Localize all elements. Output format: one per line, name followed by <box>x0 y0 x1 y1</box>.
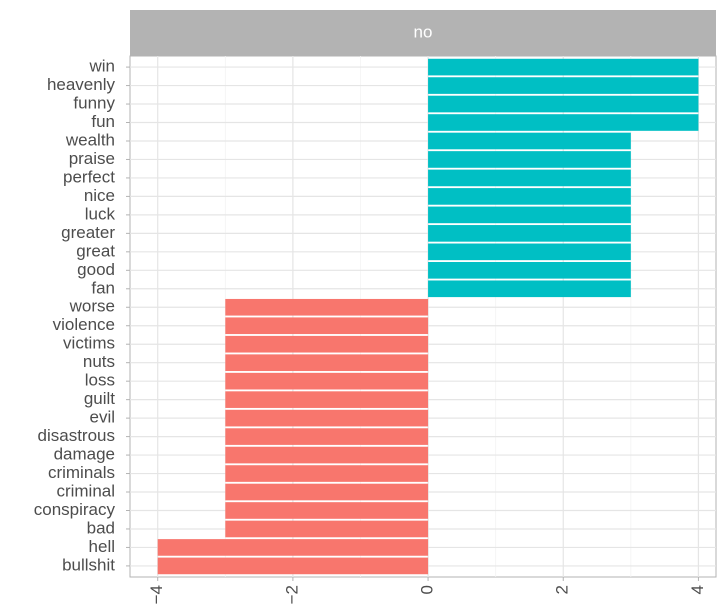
bar <box>225 372 429 390</box>
y-tick-label: guilt <box>84 389 115 408</box>
y-tick-label: luck <box>85 204 116 223</box>
y-tick-label: fan <box>91 278 115 297</box>
bar <box>225 335 429 353</box>
bar <box>428 188 631 205</box>
bar <box>225 391 429 408</box>
bar <box>428 225 631 242</box>
y-tick-label: nuts <box>83 352 115 371</box>
bar <box>225 409 429 427</box>
y-tick-label: good <box>77 260 115 279</box>
bar <box>225 317 429 335</box>
bar <box>225 298 429 316</box>
bar <box>428 151 631 168</box>
y-tick-label: bad <box>87 518 115 537</box>
y-tick-label: bullshit <box>62 555 115 574</box>
bar <box>428 261 631 279</box>
bar <box>428 58 699 76</box>
x-tick-label: 4 <box>688 585 707 594</box>
bar <box>225 446 429 464</box>
y-tick-label: evil <box>89 408 115 427</box>
y-tick-label: criminals <box>48 463 115 482</box>
bar <box>225 483 429 501</box>
bar <box>428 206 631 224</box>
bar <box>428 169 631 187</box>
y-tick-label: funny <box>73 94 115 113</box>
x-tick-label: 0 <box>418 585 437 594</box>
bar <box>428 243 631 261</box>
y-tick-label: loss <box>85 371 115 390</box>
y-tick-label: greater <box>61 223 115 242</box>
x-tick-label: −2 <box>282 585 301 604</box>
y-tick-label: fun <box>91 112 115 131</box>
y-tick-label: criminal <box>56 481 115 500</box>
y-tick-label: disastrous <box>38 426 115 445</box>
y-tick-label: damage <box>54 445 115 464</box>
x-tick-label: 2 <box>553 585 572 594</box>
bar <box>428 280 631 298</box>
y-tick-label: heavenly <box>47 75 116 94</box>
y-tick-label: perfect <box>63 167 115 186</box>
bar <box>428 132 631 150</box>
y-tick-label: great <box>76 241 115 260</box>
y-tick-label: conspiracy <box>34 500 116 519</box>
bar <box>225 502 429 519</box>
x-tick-label: −4 <box>147 585 166 604</box>
y-tick-label: worse <box>69 297 115 316</box>
facet-label: no <box>414 22 433 41</box>
facet-strip <box>130 10 716 56</box>
bar <box>428 114 699 131</box>
bar <box>157 557 429 575</box>
bar <box>157 539 429 556</box>
bar <box>225 354 429 372</box>
y-tick-label: violence <box>53 315 115 334</box>
y-tick-label: hell <box>89 537 115 556</box>
y-tick-label: nice <box>84 186 115 205</box>
bar <box>225 428 429 445</box>
bar <box>428 77 699 94</box>
bar <box>225 465 429 482</box>
y-tick-label: win <box>88 57 115 76</box>
bar <box>428 95 699 113</box>
y-tick-label: praise <box>69 149 115 168</box>
y-tick-label: wealth <box>65 130 115 149</box>
y-tick-label: victims <box>63 334 115 353</box>
bar <box>225 520 429 538</box>
